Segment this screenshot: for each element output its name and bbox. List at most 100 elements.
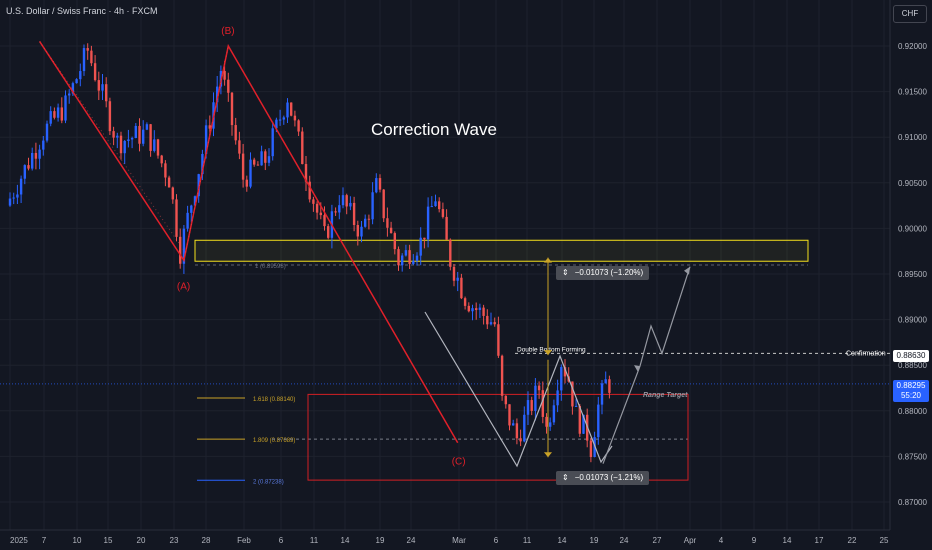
candle-body <box>79 71 82 80</box>
wave-label-a: (A) <box>177 281 190 292</box>
x-tick-label: 10 <box>73 536 82 545</box>
candle-body <box>600 383 604 405</box>
x-tick-label: 7 <box>42 536 47 545</box>
candle-body <box>382 189 385 219</box>
candle-body <box>404 250 408 256</box>
candle-body <box>412 260 415 264</box>
candle-body <box>260 151 263 166</box>
candle-body <box>204 125 208 154</box>
range-target-box <box>307 393 689 481</box>
candle-body <box>349 202 352 207</box>
candle-body <box>64 95 67 121</box>
x-tick-label: 2025 <box>10 536 28 545</box>
candle-body <box>90 50 93 64</box>
candle-body <box>356 224 359 237</box>
candle-body <box>367 218 371 220</box>
candle-body <box>519 438 522 442</box>
candle-body <box>334 211 337 213</box>
y-tick-label: 0.92000 <box>898 42 927 51</box>
candle-body <box>312 199 315 204</box>
candle-body <box>130 137 134 140</box>
candle-body <box>12 197 15 199</box>
candle-body <box>537 385 541 391</box>
candle-body <box>500 355 504 396</box>
candle-body <box>556 390 559 406</box>
candle-body <box>27 165 30 169</box>
confirmation-price-tag: 0.88630 <box>893 350 929 362</box>
support-zone-box <box>194 239 809 262</box>
y-tick-label: 0.87500 <box>898 452 927 461</box>
x-tick-label: 19 <box>590 536 599 545</box>
candle-body <box>290 102 293 116</box>
candle-body <box>53 111 56 118</box>
candle-body <box>23 165 26 179</box>
candle-body <box>497 324 500 356</box>
candle-body <box>360 226 363 237</box>
candle-body <box>175 199 178 237</box>
candle-body <box>216 86 219 103</box>
x-tick-label: 22 <box>848 536 857 545</box>
candle-body <box>445 216 448 240</box>
x-tick-label: 14 <box>783 536 792 545</box>
candle-body <box>108 101 112 132</box>
measure-box-bottom: ⇕ −0.01073 (−1.21%) <box>556 471 650 485</box>
candle-body <box>179 236 182 264</box>
candle-body <box>123 140 126 154</box>
wave-dotted-line <box>183 45 229 261</box>
candle-body <box>560 367 563 391</box>
projection-arrowhead <box>684 266 690 275</box>
correction-wave-line <box>38 41 459 444</box>
candle-body <box>97 80 100 91</box>
candle-body <box>234 125 237 141</box>
candle-body <box>378 178 382 190</box>
x-tick-label: 6 <box>279 536 284 545</box>
fib-label: 2 (0.87238) <box>253 479 284 485</box>
candle-body <box>430 206 433 208</box>
y-tick-label: 0.90500 <box>898 179 927 188</box>
last-price-value: 0.88295 <box>896 381 926 390</box>
candle-body <box>530 400 533 411</box>
y-tick-label: 0.91500 <box>898 88 927 97</box>
candle-body <box>352 202 356 225</box>
candle-body <box>426 206 430 240</box>
candle-body <box>160 155 163 164</box>
candle-body <box>145 124 149 130</box>
wave-label-c: (C) <box>452 457 466 468</box>
candle-body <box>415 255 419 261</box>
x-tick-label: 14 <box>558 536 567 545</box>
x-tick-label: Mar <box>452 536 466 545</box>
candle-body <box>471 308 474 312</box>
candle-body <box>297 120 300 132</box>
candle-body <box>286 102 289 118</box>
candle-body <box>515 423 519 439</box>
fib-label: 1.618 (0.88140) <box>253 397 295 403</box>
x-tick-label: 15 <box>104 536 113 545</box>
candle-body <box>119 135 123 154</box>
candle-body <box>441 209 445 217</box>
candle-body <box>423 237 426 240</box>
candle-body <box>386 218 389 228</box>
x-tick-label: 4 <box>719 536 724 545</box>
y-tick-label: 0.88500 <box>898 361 927 370</box>
x-tick-label: 11 <box>310 536 319 545</box>
candle-body <box>504 395 507 405</box>
candle-body <box>249 159 252 187</box>
candle-body <box>526 400 530 415</box>
candle-body <box>438 201 441 210</box>
candle-body <box>241 153 245 180</box>
currency-button[interactable]: CHF <box>893 5 927 23</box>
candle-body <box>245 179 248 187</box>
candle-body <box>31 152 34 169</box>
candle-body <box>134 125 137 138</box>
candle-body <box>475 308 478 310</box>
candle-body <box>534 385 537 411</box>
last-price-tag: 0.88295 55:20 <box>893 380 929 402</box>
candle-body <box>86 48 89 51</box>
measure-arrowhead <box>544 257 552 263</box>
candle-body <box>19 178 23 195</box>
measure-box-top: ⇕ −0.01073 (−1.20%) <box>556 266 650 280</box>
x-tick-label: 14 <box>341 536 350 545</box>
candle-body <box>508 404 511 426</box>
candle-countdown: 55:20 <box>900 391 922 400</box>
